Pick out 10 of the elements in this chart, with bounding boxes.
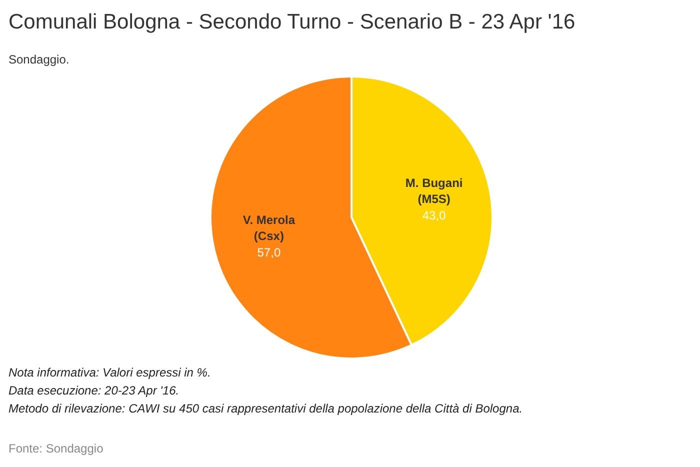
source-note: Fonte: Sondaggio — [8, 442, 104, 456]
chart-title: Comunali Bologna - Secondo Turno - Scenario B - 23 Apr '16 — [8, 10, 576, 34]
data-label: 57,0 — [257, 245, 281, 260]
text: Metodo di rilevazione: CAWI su 450 casi rappresentativi della popolazione della Città di Bologna. — [8, 402, 523, 416]
data-label: 43,0 — [422, 208, 446, 223]
text: Sondaggio. — [8, 52, 70, 66]
text: Nota informativa: Valori espressi in %. — [8, 366, 211, 380]
text: Data esecuzione: 20-23 Apr '16. — [8, 384, 180, 398]
slice-label: V. Merola (Csx) — [242, 212, 296, 243]
slice-label: M. Bugani (M5S) — [405, 176, 463, 206]
